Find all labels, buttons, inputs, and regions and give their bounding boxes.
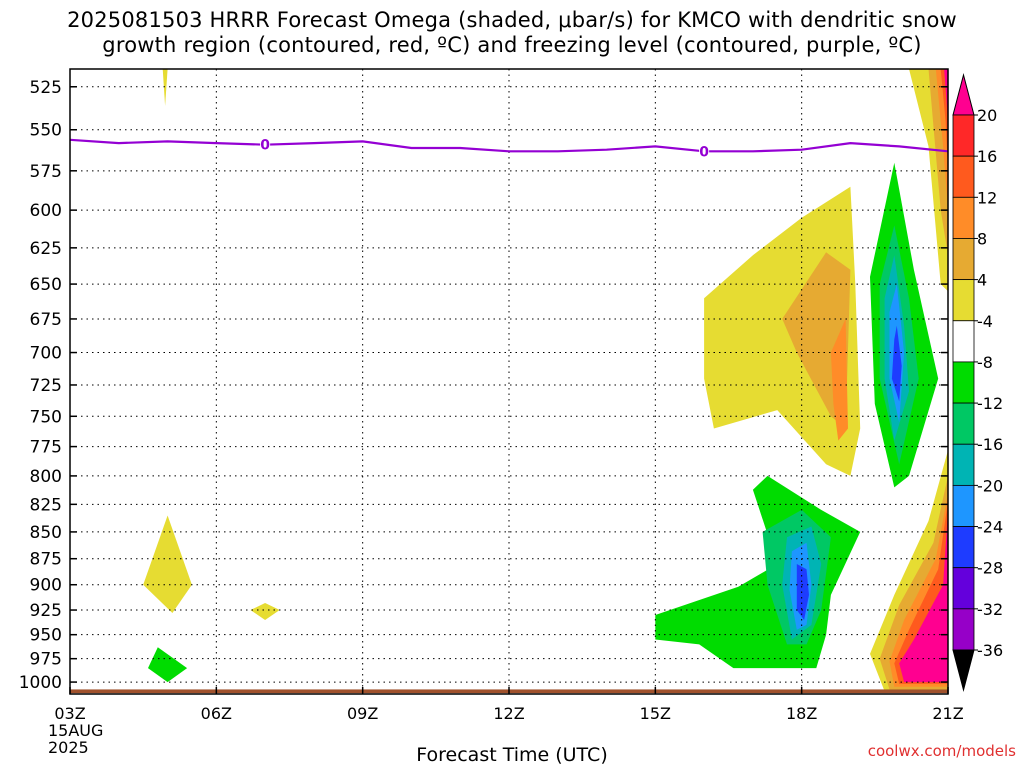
x-tick-label: 03Z (54, 704, 85, 723)
colorbar-swatch (952, 114, 975, 157)
colorbar-swatch (952, 443, 975, 486)
colorbar-swatch (952, 320, 975, 363)
colorbar-swatch (952, 567, 975, 610)
colorbar-label: -32 (977, 600, 1003, 619)
colorbar-label: -4 (977, 312, 993, 331)
omega-region (830, 318, 848, 441)
omega-region (891, 325, 902, 402)
y-tick-label: 850 (30, 523, 62, 543)
contour-label-bg (699, 143, 710, 160)
omega-shading (143, 69, 948, 692)
source-credit: coolwx.com/models (867, 742, 1016, 760)
y-tick-label: 750 (30, 407, 62, 427)
y-tick-label: 600 (30, 201, 62, 221)
colorbar-swatch (952, 484, 975, 527)
omega-region (899, 509, 948, 683)
contour-label-bg (260, 136, 271, 153)
colorbar-swatch (952, 402, 975, 445)
colorbar-swatch (952, 361, 975, 404)
colorbar-swatch (952, 526, 975, 569)
colorbar-swatch (952, 196, 975, 239)
colorbar-label: -36 (977, 641, 1003, 660)
omega-region (162, 69, 168, 106)
colorbar-label: 8 (977, 229, 987, 248)
omega-region (704, 186, 861, 476)
grid-lines (70, 69, 948, 694)
omega-region (250, 603, 280, 620)
colorbar-label: -16 (977, 435, 1003, 454)
y-tick-label: 875 (30, 550, 62, 570)
colorbar-swatch (952, 238, 975, 281)
colorbar: 20 16 12 8 4 -4 -8 -12 -16 -20 -24 -28 -32 -36 (952, 73, 1003, 692)
y-tick-label: 925 (30, 601, 62, 621)
y-tick-label: 950 (30, 626, 62, 646)
chart-title-line-2: growth region (contoured, red, ºC) and f… (102, 33, 922, 57)
x-tick-label: 12Z (493, 704, 524, 723)
omega-region (143, 515, 192, 613)
contour-label: 0 (260, 138, 270, 154)
y-tick-label: 550 (30, 121, 62, 141)
y-tick-label: 625 (30, 239, 62, 259)
colorbar-cap-bottom (952, 649, 975, 692)
y-tick-label: 1000 (19, 673, 62, 693)
y-tick-label: 650 (30, 275, 62, 295)
colorbar-label: 16 (977, 147, 997, 166)
colorbar-label: -28 (977, 559, 1003, 578)
x-tick-label: 06Z (201, 704, 232, 723)
y-tick-label: 825 (30, 495, 62, 515)
x-tick-label: 21Z (932, 704, 963, 723)
colorbar-label: 12 (977, 188, 997, 207)
y-tick-label: 975 (30, 650, 62, 670)
y-tick-label: 725 (30, 376, 62, 396)
x-date-label: 15AUG (48, 721, 103, 740)
colorbar-swatch (952, 608, 975, 651)
y-axis: 525 550 575 600 625 650 675 700 725 750 775 800 825 8… (19, 78, 948, 693)
chart-title-line-1: 2025081503 HRRR Forecast Omega (shaded, … (67, 8, 957, 32)
colorbar-swatch (952, 155, 975, 198)
x-tick-label: 15Z (640, 704, 671, 723)
y-tick-label: 700 (30, 344, 62, 364)
y-tick-label: 775 (30, 438, 62, 458)
y-tick-label: 675 (30, 310, 62, 330)
y-tick-label: 800 (30, 467, 62, 487)
y-tick-label: 575 (30, 162, 62, 182)
x-axis-title: Forecast Time (UTC) (416, 744, 608, 766)
x-tick-label: 09Z (347, 704, 378, 723)
colorbar-label: -8 (977, 353, 993, 372)
colorbar-swatch (952, 279, 975, 322)
colorbar-label: 20 (977, 106, 997, 125)
contour-label: 0 (699, 144, 709, 160)
freezing-level-line (69, 138, 949, 153)
colorbar-label: 4 (977, 271, 987, 290)
omega-region (944, 69, 948, 122)
colorbar-label: -12 (977, 394, 1003, 413)
colorbar-label: -24 (977, 518, 1003, 537)
colorbar-label: -20 (977, 476, 1003, 495)
y-tick-label: 525 (30, 78, 62, 98)
omega-region (796, 564, 809, 620)
y-tick-label: 900 (30, 576, 62, 596)
omega-region (148, 647, 188, 683)
x-tick-label: 18Z (786, 704, 817, 723)
colorbar-cap-top (952, 73, 975, 116)
x-date-label: 2025 (48, 738, 89, 757)
